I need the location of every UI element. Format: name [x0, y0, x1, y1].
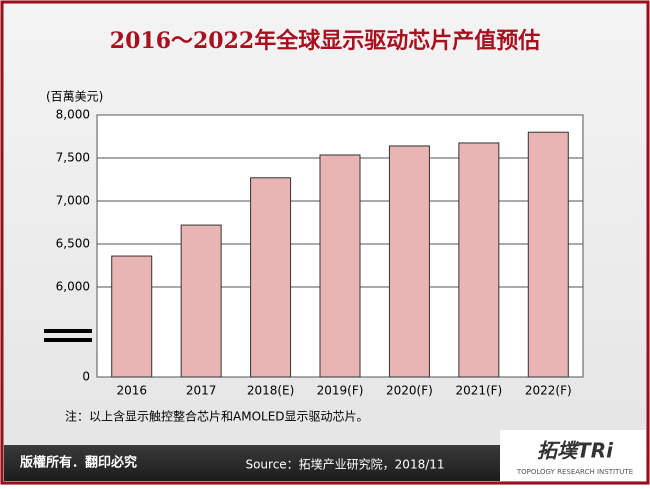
bar [250, 177, 292, 378]
y-axis-unit: (百萬美元) [46, 90, 103, 104]
x-tick-label: 2018(E) [247, 384, 294, 398]
y-tick-label: 7,000 [56, 194, 90, 208]
bar [527, 131, 569, 378]
y-tick-label: 6,000 [56, 280, 90, 294]
y-tick-label: 6,500 [56, 237, 90, 251]
bar [319, 154, 361, 378]
x-tick-label: 2021(F) [455, 384, 502, 398]
note: 注：以上含显示触控整合芯片和AMOLED显示驱动芯片。 [65, 409, 369, 424]
source: Source：拓墣产业研究院，2018/11 [245, 457, 444, 472]
x-tick-label: 2019(F) [317, 384, 364, 398]
logo-subtitle: TOPOLOGY RESEARCH INSTITUTE [516, 468, 633, 476]
x-tick-label: 2016 [116, 384, 147, 398]
chart-title: 2016～2022年全球显示驱动芯片产值预估 [110, 28, 540, 54]
bar [111, 255, 153, 378]
y-tick-label: 8,000 [56, 108, 90, 122]
copyright: 版權所有．翻印必究 [20, 455, 137, 471]
x-tick-label: 2017 [186, 384, 217, 398]
x-tick-label: 2020(F) [386, 384, 433, 398]
logo: 拓墣TRi [537, 439, 614, 463]
x-tick-label: 2022(F) [525, 384, 572, 398]
bar [388, 145, 430, 378]
bar [458, 142, 500, 378]
y-tick-label: 7,500 [56, 151, 90, 165]
bar [180, 224, 222, 378]
y-tick-label: 0 [82, 370, 90, 384]
logo-box [500, 430, 646, 481]
axis-break [44, 329, 92, 342]
